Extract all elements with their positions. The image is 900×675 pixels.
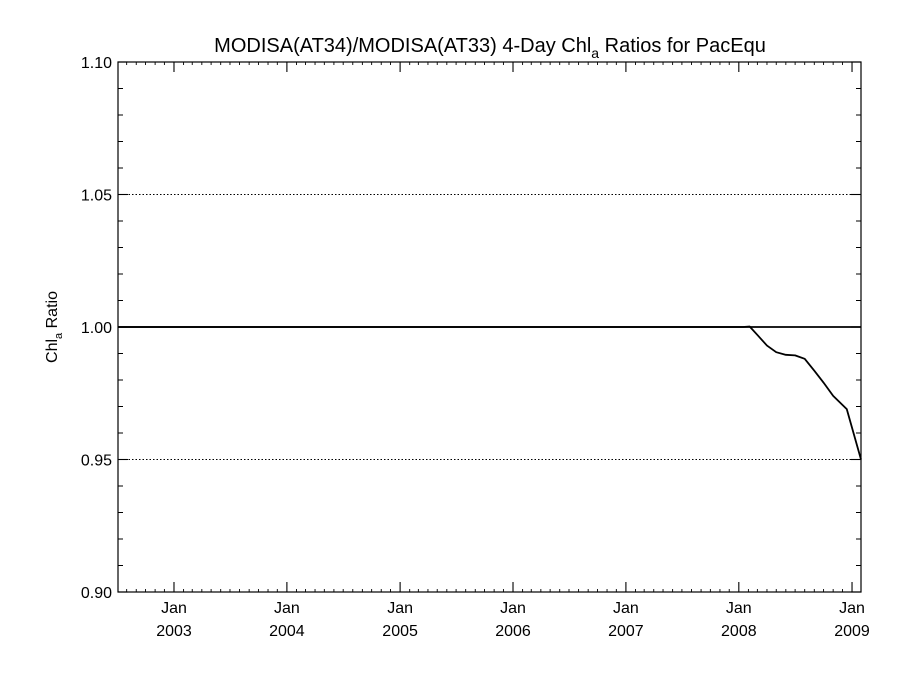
x-tick-label-month: Jan [839, 600, 865, 617]
y-tick-label: 1.10 [81, 55, 112, 72]
chart-title-suffix: Ratios for PacEqu [599, 35, 766, 57]
x-tick-label-year: 2005 [382, 623, 418, 640]
y-axis-label-suffix: Ratio [44, 291, 61, 333]
x-tick-label-month: Jan [613, 600, 639, 617]
y-tick-label: 1.05 [81, 188, 112, 205]
y-tick-labels: 0.90 0.95 1.00 1.05 1.10 [81, 55, 112, 602]
x-tick-label-year: 2004 [269, 623, 305, 640]
y-tick-label: 0.90 [81, 585, 112, 602]
chart-title: MODISA(AT34)/MODISA(AT33) 4-Day Chla Rat… [214, 35, 766, 61]
chart-title-subscript: a [591, 45, 599, 61]
svg-text:Chla Ratio: Chla Ratio [44, 291, 65, 363]
x-tick-label-month: Jan [726, 600, 752, 617]
chart-title-prefix: MODISA(AT34)/MODISA(AT33) 4-Day Chl [214, 35, 591, 57]
x-tick-label-month: Jan [161, 600, 187, 617]
x-tick-label-month: Jan [387, 600, 413, 617]
y-axis-label-subscript: a [53, 332, 65, 339]
x-tick-label-month: Jan [274, 600, 300, 617]
x-tick-label-year: 2009 [834, 623, 870, 640]
series-line-0 [118, 325, 862, 460]
x-tick-label-year: 2006 [495, 623, 531, 640]
y-tick-label: 1.00 [81, 320, 112, 337]
series-group [118, 325, 862, 460]
x-tick-label-year: 2007 [608, 623, 644, 640]
gridlines [118, 193, 861, 461]
y-tick-label: 0.95 [81, 453, 112, 470]
x-tick-label-year: 2008 [721, 623, 757, 640]
y-axis-label-base: Chl [44, 339, 61, 363]
x-tick-label-year: 2003 [156, 623, 192, 640]
x-tick-labels: Jan 2003 Jan 2004 Jan 2005 Jan 2006 Jan 2007 Jan 20… [156, 600, 870, 640]
x-tick-label-month: Jan [500, 600, 526, 617]
y-axis-label: Chla Ratio [44, 291, 65, 363]
plot-frame [117, 61, 862, 593]
